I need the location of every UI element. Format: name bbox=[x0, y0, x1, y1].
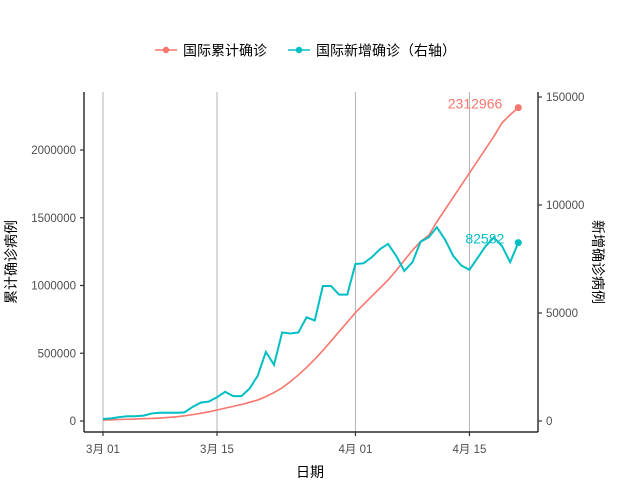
endpoint-label-new-cases: 82582 bbox=[465, 231, 504, 247]
right-tick-label: 150000 bbox=[546, 92, 584, 104]
series-line-new-cases bbox=[102, 225, 520, 421]
x-tick-label: 3月 15 bbox=[200, 444, 234, 456]
left-tick-label: 500000 bbox=[38, 348, 76, 360]
left-tick-label: 1500000 bbox=[31, 213, 76, 225]
legend-label-cumulative: 国际累计确诊 bbox=[183, 44, 267, 60]
x-axis-ticks: 3月 01 3月 15 4月 01 4月 15 bbox=[86, 432, 486, 456]
right-axis-ticks: 0 50000 100000 150000 bbox=[538, 92, 584, 428]
right-tick-label: 100000 bbox=[546, 200, 584, 212]
left-axis-ticks: 0 500000 1000000 1500000 2000000 bbox=[31, 145, 84, 428]
vertical-gridlines bbox=[102, 92, 470, 432]
left-tick-label: 2000000 bbox=[31, 145, 76, 157]
legend: 国际累计确诊 国际新增确诊（右轴） bbox=[155, 44, 456, 60]
x-tick-label: 4月 01 bbox=[338, 444, 372, 456]
left-axis-title: 累计确诊病例 bbox=[4, 220, 20, 304]
endpoint-marker-cumulative bbox=[514, 104, 522, 112]
legend-label-new: 国际新增确诊（右轴） bbox=[316, 44, 456, 60]
right-tick-label: 50000 bbox=[546, 308, 578, 320]
series-line-cumulative bbox=[102, 106, 519, 421]
left-tick-label: 0 bbox=[70, 416, 76, 428]
axes: 0 500000 1000000 1500000 2000000 0 50000 10000… bbox=[31, 92, 584, 456]
endpoint-marker-new-cases bbox=[514, 239, 522, 247]
x-tick-label: 4月 15 bbox=[452, 444, 486, 456]
right-axis-title: 新增确诊病例 bbox=[589, 220, 605, 304]
legend-item-cumulative: 国际累计确诊 bbox=[155, 44, 267, 60]
legend-item-new: 国际新增确诊（右轴） bbox=[288, 44, 456, 60]
right-tick-label: 0 bbox=[546, 416, 552, 428]
endpoint-label-cumulative: 2312966 bbox=[448, 96, 503, 112]
left-tick-label: 1000000 bbox=[31, 281, 76, 293]
series-layer: 2312966 82582 bbox=[102, 96, 522, 421]
x-tick-label: 3月 01 bbox=[86, 444, 120, 456]
x-axis-title: 日期 bbox=[296, 465, 324, 480]
